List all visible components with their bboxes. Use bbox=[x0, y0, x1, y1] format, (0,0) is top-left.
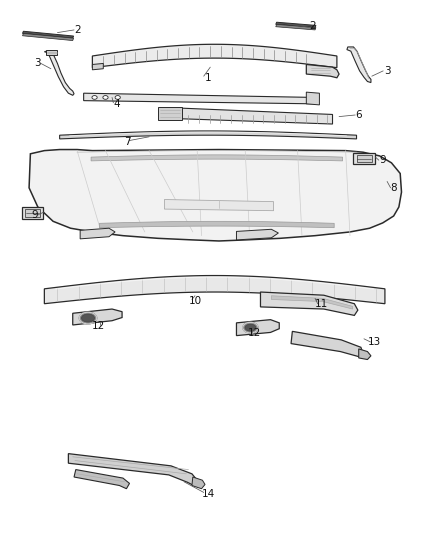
Text: 4: 4 bbox=[113, 99, 120, 109]
Polygon shape bbox=[46, 50, 57, 55]
Polygon shape bbox=[359, 349, 371, 360]
Polygon shape bbox=[180, 108, 332, 124]
Polygon shape bbox=[237, 320, 279, 336]
Text: 6: 6 bbox=[355, 110, 362, 120]
Text: 10: 10 bbox=[188, 296, 201, 306]
Polygon shape bbox=[272, 296, 353, 309]
Polygon shape bbox=[44, 51, 74, 95]
Polygon shape bbox=[353, 153, 375, 165]
Ellipse shape bbox=[115, 95, 120, 99]
Text: 3: 3 bbox=[35, 59, 41, 68]
Polygon shape bbox=[237, 229, 279, 240]
Text: 3: 3 bbox=[384, 66, 390, 76]
Polygon shape bbox=[80, 228, 115, 239]
Polygon shape bbox=[192, 477, 205, 489]
Polygon shape bbox=[60, 131, 357, 139]
Polygon shape bbox=[357, 155, 372, 163]
Text: 9: 9 bbox=[379, 155, 386, 165]
Polygon shape bbox=[22, 31, 74, 38]
Text: 14: 14 bbox=[201, 489, 215, 499]
Polygon shape bbox=[73, 309, 122, 325]
Text: 8: 8 bbox=[390, 183, 397, 193]
Polygon shape bbox=[84, 93, 315, 104]
Text: 7: 7 bbox=[124, 136, 131, 147]
Text: 12: 12 bbox=[248, 328, 261, 338]
Polygon shape bbox=[306, 92, 319, 105]
Polygon shape bbox=[164, 199, 274, 211]
Polygon shape bbox=[347, 47, 371, 83]
Polygon shape bbox=[276, 25, 316, 30]
Polygon shape bbox=[261, 292, 358, 316]
Ellipse shape bbox=[81, 314, 95, 322]
Polygon shape bbox=[291, 332, 363, 357]
Ellipse shape bbox=[243, 322, 258, 333]
Polygon shape bbox=[92, 44, 337, 68]
Polygon shape bbox=[22, 34, 74, 41]
Polygon shape bbox=[29, 150, 402, 241]
Ellipse shape bbox=[103, 95, 108, 99]
Polygon shape bbox=[158, 107, 182, 120]
Polygon shape bbox=[25, 209, 40, 216]
Text: 2: 2 bbox=[310, 21, 316, 31]
Text: 9: 9 bbox=[32, 210, 38, 220]
Polygon shape bbox=[44, 276, 385, 304]
Polygon shape bbox=[68, 454, 197, 486]
Ellipse shape bbox=[79, 312, 97, 324]
Polygon shape bbox=[21, 207, 43, 219]
Polygon shape bbox=[99, 221, 334, 228]
Polygon shape bbox=[276, 22, 316, 28]
Polygon shape bbox=[306, 64, 339, 78]
Polygon shape bbox=[91, 155, 343, 161]
Polygon shape bbox=[92, 63, 103, 70]
Text: 13: 13 bbox=[367, 337, 381, 347]
Text: 2: 2 bbox=[74, 25, 81, 35]
Ellipse shape bbox=[92, 95, 97, 99]
Polygon shape bbox=[74, 470, 130, 489]
Text: 1: 1 bbox=[205, 73, 212, 83]
Text: 11: 11 bbox=[315, 298, 328, 309]
Text: 12: 12 bbox=[92, 321, 106, 331]
Ellipse shape bbox=[245, 324, 256, 331]
